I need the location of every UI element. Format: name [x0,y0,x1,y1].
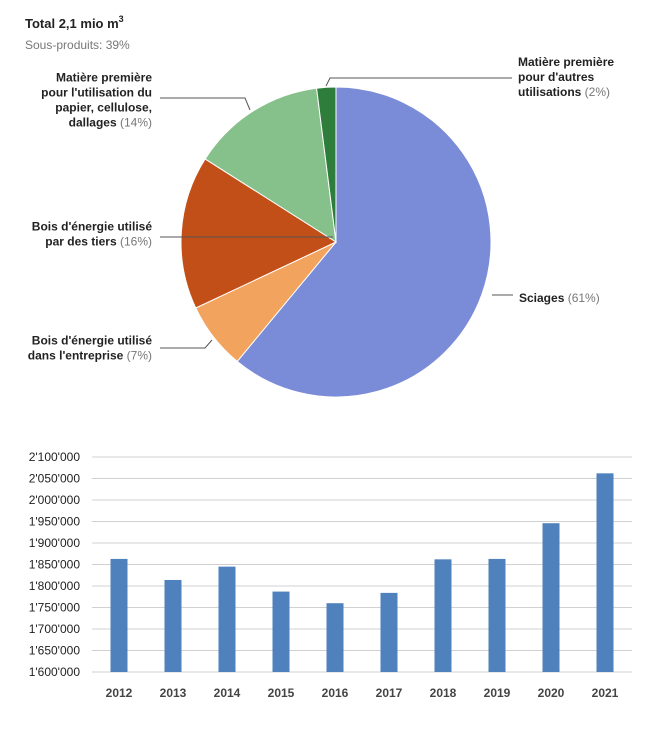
pie-pct-sciages-0: (61%) [564,291,599,305]
x-tick-label-2015: 2015 [268,686,295,700]
x-tick-label-2014: 2014 [214,686,241,700]
pie-title: Total 2,1 mio m3 [25,14,124,31]
bar-chart: 1'600'000 1'650'000 1'700'000 1'750'000 1'80… [29,450,632,700]
y-tick-label: 1'600'000 [29,665,81,679]
pie-leader-line-matiere-premiere-4 [325,77,512,87]
y-tick-label: 1'700'000 [29,622,81,636]
pie-label-sciages-0: Sciages (61%) [519,291,600,305]
pie-slice-matiere-premiere-4 [316,86,337,243]
y-tick-label: 1'950'000 [29,515,81,529]
pie-slice-bois-d-energie-utilise-2 [180,158,338,309]
bar-2021 [596,473,614,672]
bar-2013 [164,579,182,672]
x-tick-label-2018: 2018 [430,686,457,700]
x-tick-label-2017: 2017 [376,686,403,700]
pie-pct-bois-d-energie-utilise-1: (7%) [123,349,152,363]
x-tick-label-2021: 2021 [592,686,619,700]
pie-leader-line-bois-d-energie-utilise-1 [160,339,213,349]
pie-label-matiere-premiere-3: Matière première pour l'utilisation du pap… [41,71,152,130]
bar-2016 [326,603,344,672]
x-tick-label-2013: 2013 [160,686,187,700]
x-tick-label-2020: 2020 [538,686,565,700]
pie-pct-bois-d-energie-utilise-2: (16%) [117,235,152,249]
bar-2020 [542,523,560,672]
pie-slice-sciages-0 [236,86,492,398]
y-tick-label: 1'800'000 [29,579,81,593]
pie-leader-line-matiere-premiere-3 [160,97,251,111]
bar-2017 [380,592,398,672]
x-tick-label-2012: 2012 [106,686,133,700]
pie-slice-matiere-premiere-3 [204,87,337,243]
bar-2014 [218,566,236,672]
y-tick-label: 2'050'000 [29,472,81,486]
pie-label-matiere-premiere-4: Matière première pour d'autres utilisation… [518,55,614,99]
y-tick-label: 2'100'000 [29,450,81,464]
y-tick-label: 1'650'000 [29,644,81,658]
pie-label-bois-d-energie-utilise-2: Bois d'énergie utilisé par des tiers (16%… [32,220,153,249]
x-tick-label-2019: 2019 [484,686,511,700]
pie-pct-matiere-premiere-4: (2%) [581,85,610,99]
y-tick-label: 1'850'000 [29,558,81,572]
y-tick-label: 1'900'000 [29,536,81,550]
pie-subtitle: Sous-produits: 39% [25,38,130,52]
y-tick-label: 2'000'000 [29,493,81,507]
x-tick-label-2016: 2016 [322,686,349,700]
bar-2019 [488,558,506,672]
y-tick-label: 1'750'000 [29,601,81,615]
pie-pct-matiere-premiere-3: (14%) [117,116,152,130]
pie-label-bois-d-energie-utilise-1: Bois d'énergie utilisé dans l'entreprise … [28,334,153,363]
bar-2015 [272,591,290,672]
pie-chart: Total 2,1 mio m3 Sous-produits: 39% Scia… [25,14,614,398]
bar-2018 [434,559,452,672]
bar-2012 [110,558,128,672]
